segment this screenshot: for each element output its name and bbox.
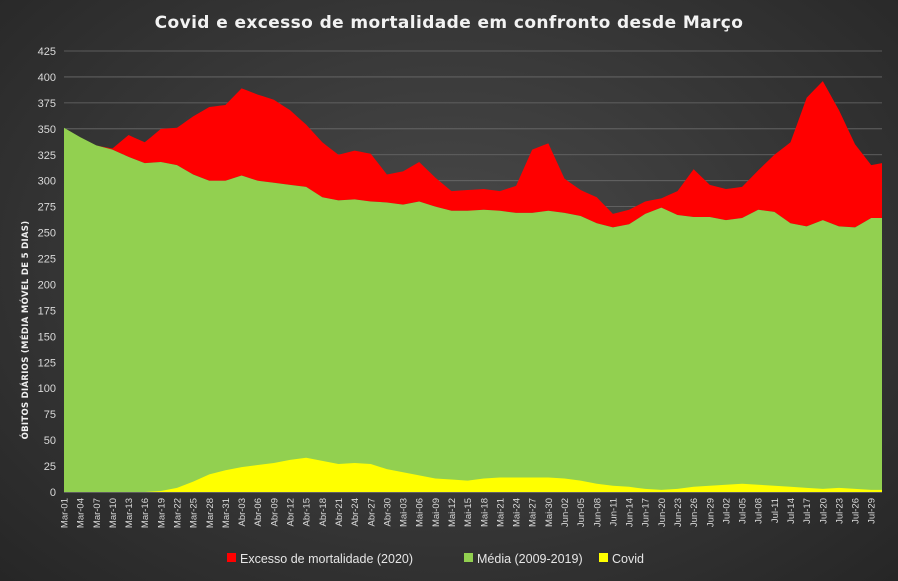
- x-tick-label: Mar-31: [221, 498, 232, 528]
- legend-label: Covid: [612, 552, 644, 566]
- x-tick-label: Mai-21: [495, 498, 506, 527]
- x-tick-label: Mar-07: [92, 498, 103, 528]
- y-tick-label: 150: [38, 331, 56, 343]
- x-tick-label: Jun-14: [625, 498, 636, 527]
- x-tick-label: Mai-27: [528, 498, 539, 527]
- y-tick-label: 25: [44, 461, 56, 473]
- y-tick-label: 100: [38, 383, 56, 395]
- x-tick-label: Jul-14: [786, 498, 797, 524]
- x-tick-label: Jun-02: [560, 498, 571, 527]
- legend-item: Covid: [599, 552, 644, 566]
- legend: Excesso de mortalidade (2020) Média (2009…: [227, 552, 644, 566]
- x-tick-label: Mai-15: [463, 498, 474, 527]
- legend-item: Média (2009-2019): [464, 552, 583, 566]
- x-tick-label: Abr-15: [302, 498, 313, 527]
- x-tick-label: Jul-29: [867, 498, 878, 524]
- x-tick-label: Mai-12: [447, 498, 458, 527]
- x-tick-label: Jul-02: [721, 498, 732, 524]
- x-tick-label: Abr-27: [366, 498, 377, 527]
- x-tick-label: Jul-08: [754, 498, 765, 524]
- x-tick-label: Mai-30: [544, 498, 555, 527]
- y-tick-label: 425: [38, 46, 56, 58]
- x-tick-label: Mai-03: [399, 498, 410, 527]
- x-tick-label: Abr-09: [269, 498, 280, 527]
- x-tick-label: Abr-03: [237, 498, 248, 527]
- area-covid: [64, 457, 882, 492]
- legend-label: Excesso de mortalidade (2020): [240, 552, 413, 566]
- y-tick-label: 250: [38, 228, 56, 240]
- x-tick-label: Mar-13: [124, 498, 135, 528]
- y-axis-label: ÓBITOS DIÁRIOS (MÉDIA MÓVEL DE 5 DIAS): [19, 221, 31, 440]
- x-tick-label: Mai-18: [479, 498, 490, 527]
- x-tick-label: Jun-26: [689, 498, 700, 527]
- legend-swatch: [599, 553, 608, 562]
- x-tick-label: Mar-04: [76, 498, 87, 528]
- y-tick-label: 325: [38, 150, 56, 162]
- x-tick-label: Jul-05: [738, 498, 749, 524]
- x-tick-label: Abr-30: [382, 498, 393, 527]
- y-tick-label: 200: [38, 279, 56, 291]
- legend-label: Média (2009-2019): [477, 552, 583, 566]
- x-tick-label: Jul-23: [834, 498, 845, 524]
- x-tick-label: Jun-08: [592, 498, 603, 527]
- legend-item: Excesso de mortalidade (2020): [227, 552, 413, 566]
- x-tick-label: Mar-10: [108, 498, 119, 528]
- y-tick-label: 125: [38, 357, 56, 369]
- x-tick-label: Jul-26: [851, 498, 862, 524]
- x-tick-label: Mar-22: [173, 498, 184, 528]
- x-tick-label: Abr-24: [350, 498, 361, 527]
- y-tick-label: 225: [38, 254, 56, 266]
- x-tick-label: Jul-11: [770, 498, 781, 523]
- x-tick-label: Mai-24: [512, 498, 523, 527]
- x-tick-label: Jun-05: [576, 498, 587, 527]
- x-tick-label: Jun-17: [641, 498, 652, 527]
- x-tick-label: Mai-06: [415, 498, 426, 527]
- y-tick-label: 300: [38, 176, 56, 188]
- y-tick-label: 375: [38, 98, 56, 110]
- x-tick-label: Mar-16: [140, 498, 151, 528]
- y-tick-label: 175: [38, 305, 56, 317]
- x-tick-label: Jun-11: [608, 498, 619, 526]
- y-tick-label: 350: [38, 124, 56, 136]
- x-tick-label: Mar-28: [205, 498, 216, 528]
- x-tick-label: Abr-06: [253, 498, 264, 527]
- legend-swatch: [227, 553, 236, 562]
- area-excesso: [64, 81, 882, 228]
- plot-areas: [64, 81, 882, 492]
- x-tick-label: Abr-21: [334, 498, 345, 527]
- x-tick-label: Jun-23: [673, 498, 684, 527]
- x-axis-ticks: Mar-01 Mar-04 Mar-07 Mar-10 Mar-13 Mar-16 Mar-…: [60, 498, 878, 528]
- x-tick-label: Jul-17: [802, 498, 813, 524]
- area-media: [64, 127, 882, 492]
- y-tick-label: 75: [44, 409, 56, 421]
- x-tick-label: Jun-29: [705, 498, 716, 527]
- y-tick-label: 0: [50, 487, 56, 499]
- x-tick-label: Jul-20: [818, 498, 829, 524]
- y-tick-label: 275: [38, 202, 56, 214]
- x-tick-label: Mar-25: [189, 498, 200, 528]
- x-tick-label: Abr-12: [286, 498, 297, 527]
- y-tick-label: 400: [38, 72, 56, 84]
- y-tick-label: 50: [44, 435, 56, 447]
- y-axis-ticks: 0 25 50 75 100 125 150 175 200 225 250 275 300 325 350…: [38, 46, 56, 499]
- x-tick-label: Mar-01: [60, 498, 71, 528]
- x-tick-label: Abr-18: [318, 498, 329, 527]
- x-tick-label: Mai-09: [431, 498, 442, 527]
- legend-swatch: [464, 553, 473, 562]
- x-tick-label: Mar-19: [156, 498, 167, 528]
- chart-title: Covid e excesso de mortalidade em confro…: [155, 13, 744, 33]
- x-tick-label: Jun-20: [657, 498, 668, 527]
